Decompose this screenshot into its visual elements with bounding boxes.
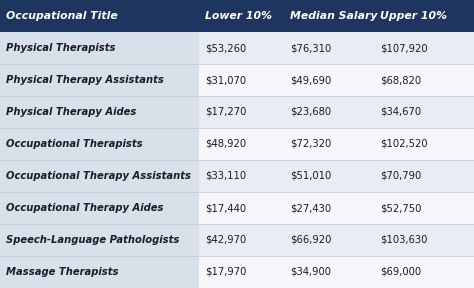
Bar — [0, 192, 199, 224]
Bar — [0, 224, 199, 256]
Bar — [0, 64, 199, 96]
Text: Occupational Title: Occupational Title — [6, 11, 118, 21]
Text: Physical Therapists: Physical Therapists — [6, 43, 115, 53]
Bar — [199, 160, 474, 192]
Bar — [199, 64, 474, 96]
Text: $23,680: $23,680 — [290, 107, 331, 117]
Text: $70,790: $70,790 — [380, 171, 421, 181]
Text: Upper 10%: Upper 10% — [380, 11, 447, 21]
Text: $69,000: $69,000 — [380, 267, 421, 277]
Text: $27,430: $27,430 — [290, 203, 331, 213]
Bar — [199, 224, 474, 256]
Text: Physical Therapy Aides: Physical Therapy Aides — [6, 107, 136, 117]
Text: $17,270: $17,270 — [205, 107, 246, 117]
Text: $17,970: $17,970 — [205, 267, 246, 277]
Text: $107,920: $107,920 — [380, 43, 428, 53]
Bar — [199, 96, 474, 128]
Bar — [0, 160, 199, 192]
Text: $68,820: $68,820 — [380, 75, 421, 85]
Bar — [199, 192, 474, 224]
Text: $49,690: $49,690 — [290, 75, 331, 85]
Text: $53,260: $53,260 — [205, 43, 246, 53]
Bar — [0, 96, 199, 128]
Text: $31,070: $31,070 — [205, 75, 246, 85]
Bar — [0, 128, 199, 160]
Text: $33,110: $33,110 — [205, 171, 246, 181]
Text: Occupational Therapists: Occupational Therapists — [6, 139, 142, 149]
Text: $42,970: $42,970 — [205, 235, 246, 245]
Text: $52,750: $52,750 — [380, 203, 421, 213]
Text: Occupational Therapy Assistants: Occupational Therapy Assistants — [6, 171, 191, 181]
Text: Median Salary: Median Salary — [290, 11, 378, 21]
Text: $48,920: $48,920 — [205, 139, 246, 149]
Text: $51,010: $51,010 — [290, 171, 331, 181]
Text: Massage Therapists: Massage Therapists — [6, 267, 118, 277]
Bar — [199, 128, 474, 160]
Bar — [199, 32, 474, 64]
Text: $72,320: $72,320 — [290, 139, 331, 149]
Bar — [0, 0, 474, 32]
Bar — [0, 256, 199, 288]
Bar — [199, 256, 474, 288]
Text: Speech-Language Pathologists: Speech-Language Pathologists — [6, 235, 179, 245]
Bar — [0, 32, 199, 64]
Text: $102,520: $102,520 — [380, 139, 428, 149]
Text: $17,440: $17,440 — [205, 203, 246, 213]
Text: $103,630: $103,630 — [380, 235, 428, 245]
Text: $34,900: $34,900 — [290, 267, 331, 277]
Text: $66,920: $66,920 — [290, 235, 331, 245]
Text: $34,670: $34,670 — [380, 107, 421, 117]
Text: Lower 10%: Lower 10% — [205, 11, 272, 21]
Text: $76,310: $76,310 — [290, 43, 331, 53]
Text: Occupational Therapy Aides: Occupational Therapy Aides — [6, 203, 163, 213]
Text: Physical Therapy Assistants: Physical Therapy Assistants — [6, 75, 164, 85]
